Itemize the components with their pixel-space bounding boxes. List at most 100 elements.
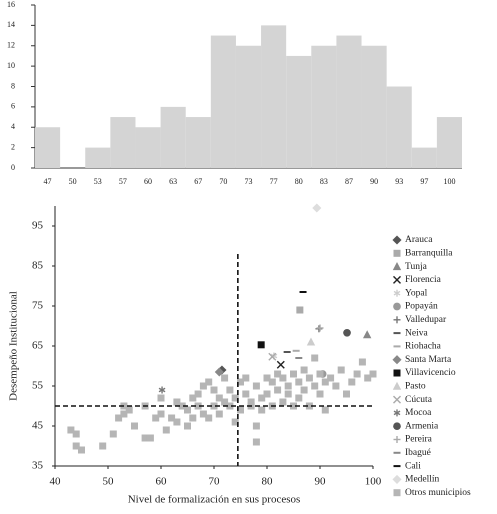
marker	[369, 370, 377, 378]
x-tick-label: 60	[156, 476, 168, 488]
marker	[152, 414, 160, 422]
marker	[67, 426, 75, 434]
marker-square	[316, 390, 324, 398]
marker	[348, 378, 356, 386]
marker	[72, 430, 80, 438]
marker-square	[343, 390, 350, 398]
marker-square	[173, 418, 181, 426]
marker	[141, 434, 149, 442]
x-tick-label: 83	[320, 177, 328, 186]
marker	[343, 328, 351, 337]
marker-square	[305, 374, 313, 382]
legend-label: Cali	[405, 461, 421, 471]
marker	[393, 249, 401, 257]
marker	[247, 398, 255, 406]
marker	[189, 414, 197, 422]
marker-square	[199, 382, 207, 390]
marker-square	[226, 386, 234, 394]
marker	[393, 422, 401, 431]
marker	[252, 422, 260, 430]
marker-square	[242, 390, 250, 398]
marker	[316, 390, 324, 398]
marker	[300, 366, 308, 374]
marker-square	[157, 410, 165, 418]
marker	[290, 370, 297, 378]
marker-asterisk	[393, 290, 401, 296]
marker-x	[393, 275, 401, 284]
marker-square	[231, 418, 239, 426]
marker-square	[215, 394, 223, 402]
marker	[343, 390, 350, 398]
y-tick-label: 2	[11, 142, 15, 151]
y-tick-label: 55	[32, 380, 44, 392]
legend-label: Otros municipios	[405, 488, 471, 498]
marker	[268, 378, 276, 386]
marker	[215, 410, 223, 418]
x-tick-label: 63	[169, 177, 177, 186]
marker	[157, 410, 165, 418]
marker	[131, 422, 138, 430]
legend-label: Riohacha	[405, 342, 442, 352]
legend-label: Pasto	[405, 381, 426, 391]
marker	[393, 316, 401, 324]
marker-square	[257, 341, 265, 349]
marker-square	[168, 414, 176, 422]
marker	[263, 390, 271, 398]
marker	[315, 325, 323, 333]
bar	[135, 127, 161, 168]
legend-label: Cúcuta	[405, 395, 433, 405]
marker-square	[279, 374, 287, 382]
marker	[214, 367, 224, 377]
x-tick-label: 50	[69, 177, 77, 186]
legend-label: Valledupar	[405, 315, 447, 325]
marker	[353, 370, 361, 378]
marker-square	[173, 398, 181, 406]
y-tick-label: 10	[7, 61, 15, 70]
marker	[226, 402, 234, 410]
marker	[217, 365, 227, 375]
y-tick-label: 95	[32, 220, 44, 232]
marker	[237, 378, 244, 386]
bar	[286, 55, 312, 168]
bar	[411, 147, 437, 168]
bar	[110, 117, 136, 168]
marker	[284, 390, 292, 398]
marker	[392, 381, 402, 390]
marker-square	[221, 398, 229, 406]
x-tick-label: 77	[270, 177, 278, 186]
legend-label: Medellín	[405, 475, 440, 485]
marker-square	[295, 378, 303, 386]
marker	[226, 386, 234, 394]
marker-square	[353, 370, 361, 378]
marker-square	[157, 394, 165, 402]
marker-square	[321, 378, 329, 386]
marker	[316, 370, 324, 378]
marker	[279, 374, 287, 382]
bar	[311, 45, 337, 168]
y-tick-label: 65	[32, 340, 44, 352]
marker-square	[72, 442, 80, 450]
marker	[321, 406, 329, 414]
marker	[199, 382, 207, 390]
legend-label: Popayán	[405, 302, 438, 312]
x-tick-label: 80	[295, 177, 303, 186]
marker-circle	[393, 302, 401, 311]
marker	[393, 289, 401, 297]
marker	[99, 442, 107, 450]
marker	[221, 398, 229, 406]
marker-square	[152, 414, 160, 422]
marker	[210, 402, 218, 410]
x-tick-label: 70	[219, 177, 227, 186]
marker-square	[296, 306, 304, 314]
marker	[290, 402, 297, 410]
marker-square	[263, 390, 271, 398]
y-tick-label: 12	[7, 41, 15, 50]
x-tick-label: 80	[262, 476, 274, 488]
y-tick-label: 4	[11, 122, 15, 131]
x-tick-label: 53	[94, 177, 102, 186]
marker-triangle	[306, 337, 316, 346]
y-tick-label: 35	[32, 460, 44, 472]
marker	[178, 402, 186, 410]
bar	[361, 45, 387, 168]
marker-square	[141, 434, 149, 442]
